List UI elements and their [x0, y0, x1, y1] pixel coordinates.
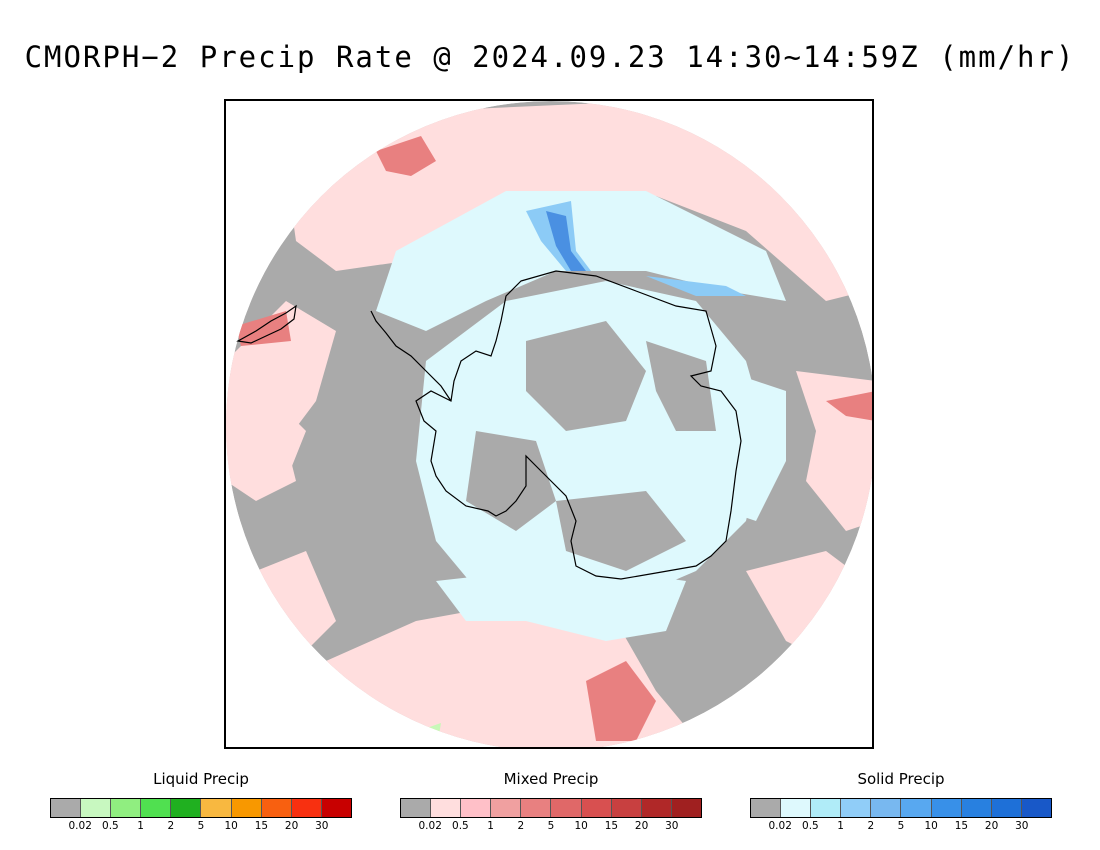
legend-swatch [431, 799, 462, 817]
legend-swatch [871, 799, 902, 817]
legend-swatch [551, 799, 582, 817]
legend-tick-label: 10 [924, 820, 938, 832]
legend-tick-label: 15 [954, 820, 969, 832]
legend-title: Solid Precip [857, 770, 945, 788]
legend-tick-label: 15 [604, 820, 619, 832]
heavy-mixed-spot-s [586, 661, 656, 741]
legend-swatch [111, 799, 142, 817]
legend-solid-precip: Solid Precip 0.02 0.5 1 2 5 10 15 20 30 [750, 770, 1052, 834]
legend-swatch [81, 799, 112, 817]
legend-swatch [901, 799, 932, 817]
solid-precip-region-south [436, 571, 686, 641]
legend-tick-label: 0.02 [768, 820, 792, 832]
legend-swatch [581, 799, 612, 817]
legend-tick-label: 1 [487, 820, 494, 832]
legend-title: Liquid Precip [153, 770, 249, 788]
legend-mixed-precip: Mixed Precip 0.02 0.5 1 2 5 10 15 20 30 [400, 770, 702, 834]
map-title: CMORPH−2 Precip Rate @ 2024.09.23 14:30~… [24, 40, 1076, 74]
legend-tick-label: 1 [137, 820, 144, 832]
legend-swatch [991, 799, 1022, 817]
legend-tick-labels: 0.02 0.5 1 2 5 10 15 20 30 [50, 820, 352, 834]
legend-tick-label: 20 [284, 820, 299, 832]
legend-color-bar [50, 798, 352, 818]
legend-swatch [201, 799, 232, 817]
precip-map-canvas [226, 101, 872, 747]
no-precip-patch-a [526, 321, 646, 431]
legend-tick-label: 30 [315, 820, 329, 832]
legend-swatch [611, 799, 642, 817]
antarctic-peninsula-coastline [370, 310, 452, 402]
legend-tick-label: 15 [254, 820, 269, 832]
legend-tick-label: 0.02 [418, 820, 442, 832]
legend-title: Mixed Precip [503, 770, 599, 788]
legend-swatch [461, 799, 492, 817]
legend-swatch [841, 799, 872, 817]
legend-tick-label: 5 [547, 820, 555, 832]
legend-tick-label: 20 [984, 820, 999, 832]
legend-tick-label: 0.02 [68, 820, 92, 832]
legend-swatch [291, 799, 322, 817]
medium-solid-band-east [646, 276, 746, 296]
heavy-mixed-spot-w [236, 311, 291, 346]
mixed-precip-region-north [286, 101, 866, 301]
legend-tick-label: 30 [1015, 820, 1029, 832]
legend-tick-label: 2 [517, 820, 525, 832]
legend-swatch [261, 799, 292, 817]
legend-swatch [641, 799, 672, 817]
legend-tick-label: 0.5 [102, 820, 119, 832]
heavy-mixed-spot-nw [376, 136, 436, 176]
solid-precip-region-east [726, 371, 786, 521]
legend-tick-label: 30 [665, 820, 679, 832]
legend-swatch [141, 799, 172, 817]
legend-tick-labels: 0.02 0.5 1 2 5 10 15 20 30 [400, 820, 702, 834]
legend-swatch [1021, 799, 1051, 817]
legend-tick-label: 1 [837, 820, 844, 832]
antarctica-coastline [415, 270, 742, 580]
legend-swatch [751, 799, 782, 817]
heavy-mixed-spot-e [826, 391, 872, 421]
legend-swatch [231, 799, 262, 817]
legend-tick-labels: 0.02 0.5 1 2 5 10 15 20 30 [750, 820, 1052, 834]
no-precip-patch-d [646, 341, 716, 431]
precip-map [224, 99, 874, 749]
legend-tick-label: 2 [167, 820, 175, 832]
legend-tick-label: 0.5 [802, 820, 819, 832]
legend-tick-label: 10 [574, 820, 588, 832]
legend-tick-label: 5 [197, 820, 205, 832]
legend-swatch [521, 799, 552, 817]
legend-tick-label: 10 [224, 820, 238, 832]
mixed-precip-region-west-2 [226, 391, 306, 481]
legend-swatch [491, 799, 522, 817]
legend-tick-label: 20 [634, 820, 649, 832]
legend-swatch [51, 799, 82, 817]
legend-liquid-precip: Liquid Precip 0.02 0.5 1 2 5 10 15 20 30 [50, 770, 352, 834]
no-precip-patch-b [466, 431, 556, 531]
legend-swatch [931, 799, 962, 817]
no-precip-patch-c [556, 491, 686, 571]
legend-color-bar [750, 798, 1052, 818]
legend-swatch [671, 799, 701, 817]
legend-swatch [811, 799, 842, 817]
legend-swatch [401, 799, 432, 817]
south-america-coastline [236, 304, 297, 344]
legend-tick-label: 5 [897, 820, 905, 832]
legend-swatch [961, 799, 992, 817]
legend-color-bar [400, 798, 702, 818]
legend-swatch [321, 799, 351, 817]
legend-swatch [781, 799, 812, 817]
legend-tick-label: 2 [867, 820, 875, 832]
heavy-solid-band [546, 211, 586, 271]
legend-tick-label: 0.5 [452, 820, 469, 832]
legend-swatch [171, 799, 202, 817]
